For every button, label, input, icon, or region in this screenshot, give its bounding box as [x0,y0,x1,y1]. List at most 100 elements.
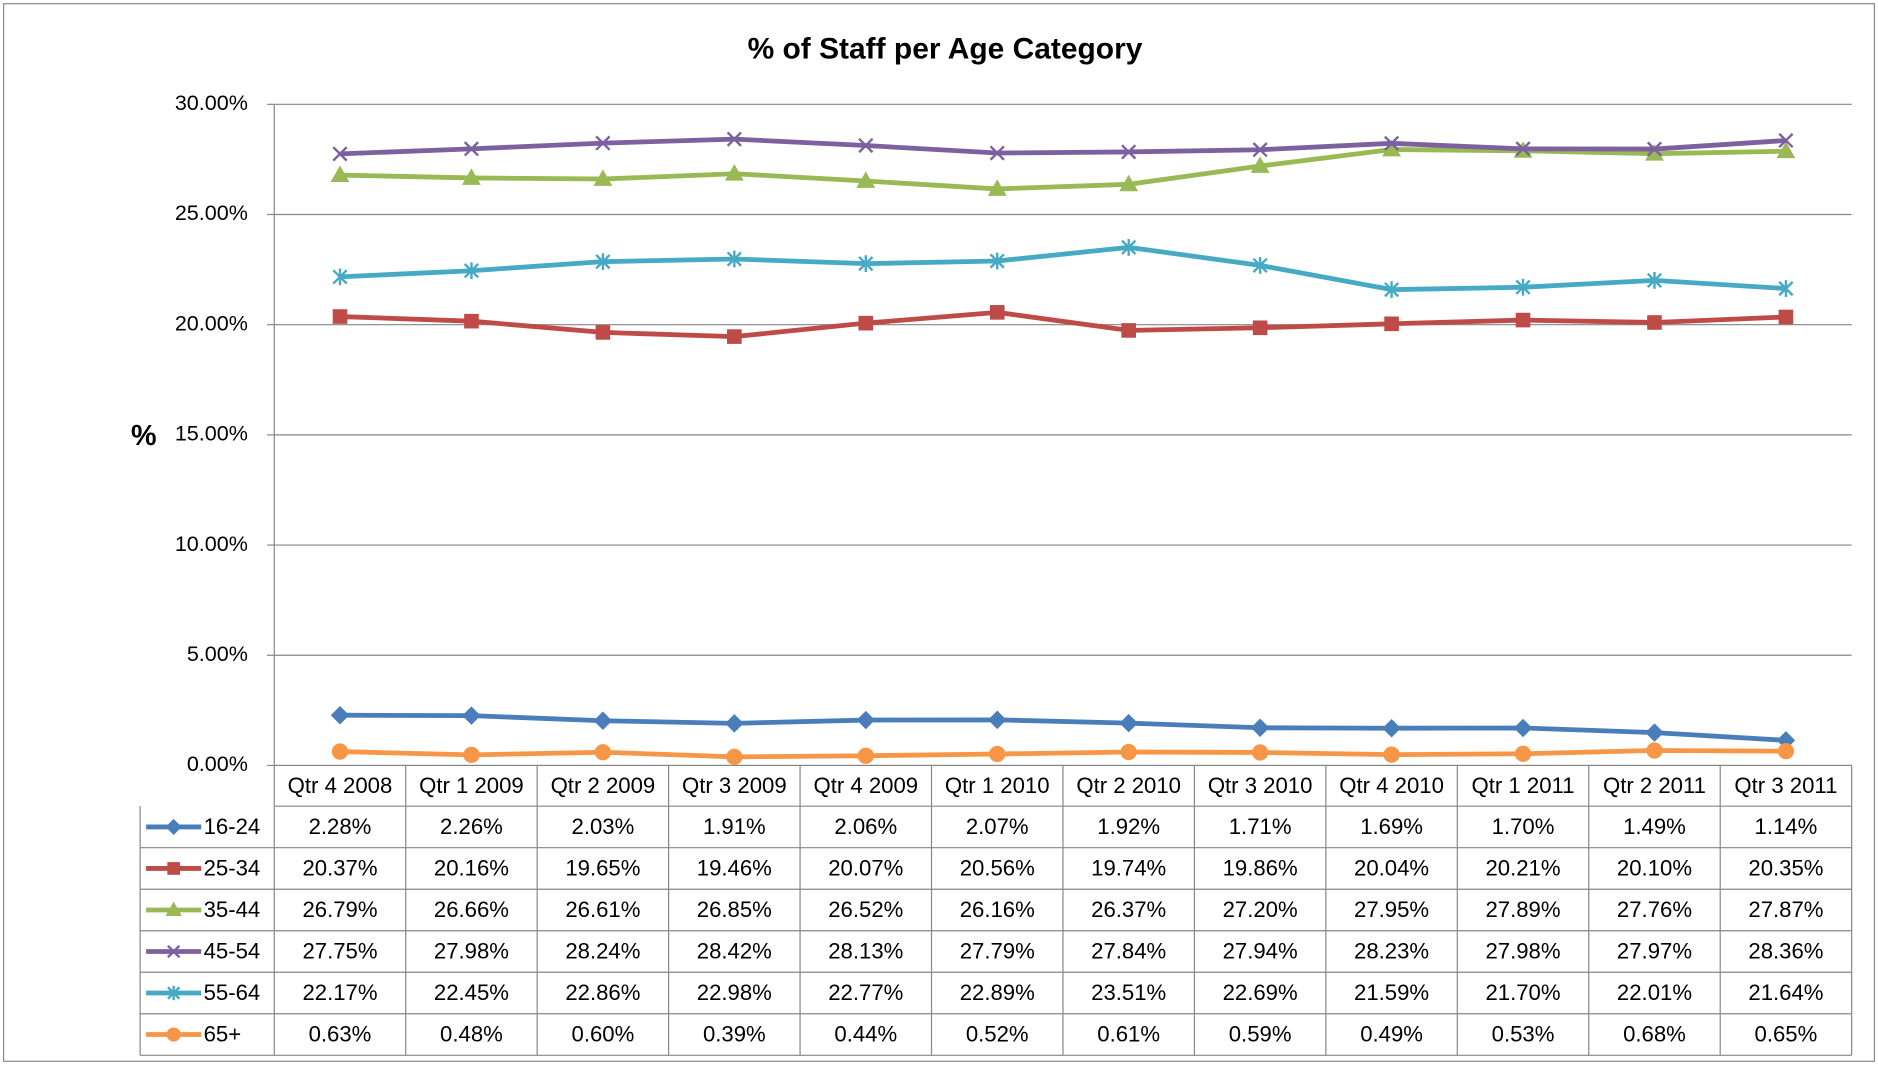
series-line [339,712,1787,743]
table-value: 0.44% [834,1022,897,1047]
marker [989,252,1005,270]
series-line [339,309,1787,339]
table-value: 26.66% [434,897,509,922]
table-value: 2.06% [834,814,897,839]
table-value: 28.42% [697,939,772,964]
marker [464,313,479,329]
y-tick-label: 30.00% [175,90,248,115]
table-value: 26.37% [1091,897,1166,922]
marker [594,744,612,761]
table-value: 22.98% [697,980,772,1005]
table-value: 0.59% [1229,1022,1292,1047]
marker [1646,141,1663,157]
marker [989,305,1005,320]
marker [1646,742,1663,759]
marker [1121,238,1137,256]
marker [593,711,613,730]
table-value: 26.85% [697,897,772,922]
table-value: 0.63% [309,1022,372,1047]
legend-key-marker [166,1027,181,1042]
table-value: 20.04% [1354,855,1429,880]
table-value: 1.92% [1097,814,1160,839]
marker [1384,135,1400,151]
table-value: 0.68% [1623,1022,1686,1047]
marker [1776,141,1796,159]
table-value: 28.23% [1354,939,1429,964]
table-value: 20.37% [302,855,377,880]
table-value: 26.61% [565,897,640,922]
marker [1382,718,1401,738]
marker [856,171,876,188]
marker [462,706,481,725]
marker [727,329,742,344]
marker [858,137,874,154]
marker [330,705,350,725]
marker [595,253,611,271]
table-value: 2.03% [572,814,635,839]
table-value: 0.53% [1492,1022,1555,1047]
y-tick-label: 0.00% [187,751,248,776]
legend-label: 35-44 [204,897,261,922]
table-value: 27.97% [1617,939,1692,964]
marker [988,710,1007,730]
legend-label: 55-64 [204,980,261,1005]
marker [1119,713,1138,733]
marker [1384,281,1400,299]
y-tick-label: 5.00% [187,641,248,666]
x-tick-label: Qtr 4 2009 [813,773,918,798]
table-value: 0.39% [703,1022,766,1047]
marker [1251,744,1269,761]
legend-label: 25-34 [204,855,261,880]
legend-label: 65+ [204,1022,242,1047]
legend-key-marker [167,944,181,959]
table-value: 27.75% [302,939,377,964]
marker [1645,723,1664,742]
marker [1777,742,1795,760]
marker [1121,323,1136,338]
table-value: 22.77% [828,980,903,1005]
marker [1778,309,1794,325]
table-value: 26.79% [302,897,377,922]
table-value: 19.86% [1223,855,1298,880]
marker [1778,280,1794,297]
table-value: 1.71% [1229,814,1292,839]
marker [1778,132,1794,149]
y-tick-label: 10.00% [175,531,248,556]
table-value: 19.46% [697,855,772,880]
table-value: 21.70% [1485,980,1560,1005]
table-value: 20.35% [1748,855,1823,880]
chart-border [2,3,1876,1062]
table-value: 22.45% [434,980,509,1005]
table-value: 27.87% [1748,897,1823,922]
marker [1119,174,1139,192]
table-value: 20.07% [828,855,903,880]
table-value: 0.48% [440,1022,503,1047]
marker [726,250,742,268]
table-value: 20.16% [434,855,509,880]
table-value: 20.10% [1617,855,1692,880]
table-value: 20.56% [960,855,1035,880]
legend-key-marker [167,985,181,1001]
y-tick-label: 20.00% [175,310,248,335]
marker [332,268,348,286]
legend-key-marker [165,818,182,835]
table-value: 21.59% [1354,980,1429,1005]
table-value: 21.64% [1748,980,1823,1005]
table-value: 28.36% [1748,939,1823,964]
table-value: 22.89% [960,980,1035,1005]
table-value: 27.79% [960,939,1035,964]
marker [724,164,744,181]
table-value: 1.14% [1755,814,1818,839]
marker [987,179,1007,196]
marker [1250,718,1270,737]
x-tick-label: Qtr 3 2010 [1208,773,1313,798]
marker [1252,142,1268,158]
x-tick-label: Qtr 3 2009 [682,773,787,798]
table-value: 28.13% [828,939,903,964]
series-line [339,136,1787,157]
legend-key-marker [165,901,182,916]
table-value: 22.01% [1617,980,1692,1005]
series-line [339,748,1786,760]
marker [463,262,480,280]
marker [726,748,743,766]
